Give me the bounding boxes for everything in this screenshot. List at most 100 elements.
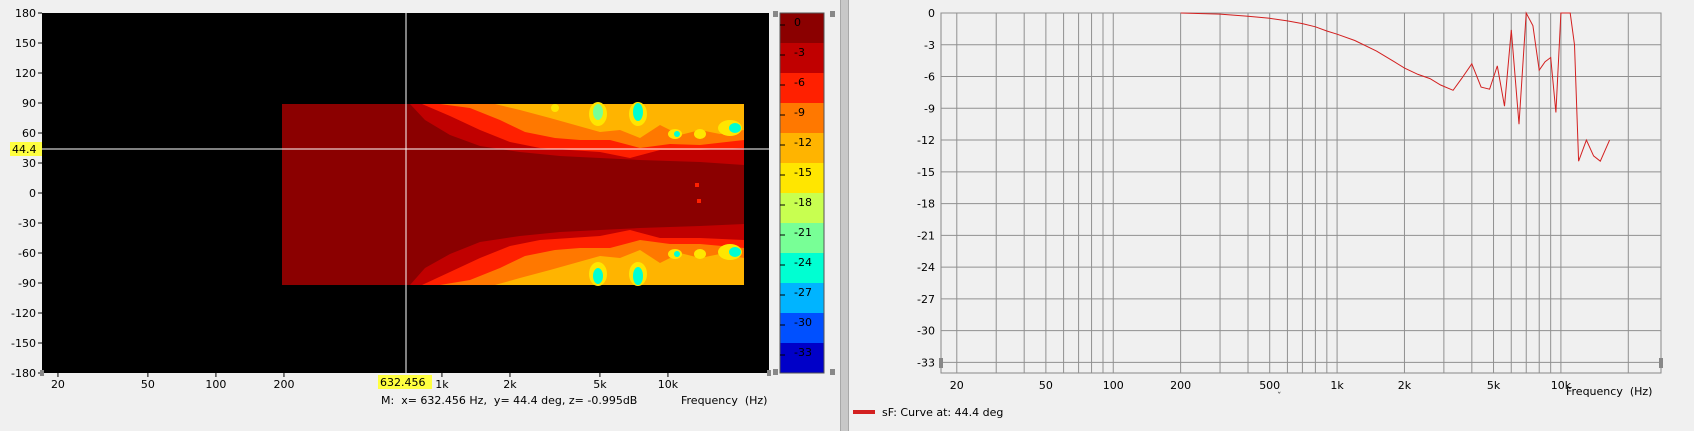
- heatmap-speck: [695, 183, 699, 187]
- y-tick-label: 0: [29, 187, 36, 200]
- marker-readout: M: x= 632.456 Hz, y= 44.4 deg, z= -0.995…: [381, 394, 638, 407]
- cursor-y-tag: [10, 142, 42, 156]
- y-tick-label: -15: [917, 166, 935, 179]
- colorbar-band: [780, 13, 824, 43]
- colorbar-band: [780, 253, 824, 283]
- y-tick-label: 180: [15, 7, 36, 20]
- y-tick-label: -9: [924, 102, 935, 115]
- response-curve[interactable]: [1180, 11, 1611, 162]
- x-tick-label: 5k: [593, 378, 607, 391]
- frequency-response-panel: 0 -3 -6 -9 -12 -15 -18 -21 -24 -27 -30 -33 20 50 100 2…: [849, 0, 1694, 431]
- colorbar-band: [780, 43, 824, 73]
- x-axis: 20 50 100 200 1k 2k 5k 10k: [51, 373, 679, 391]
- colorbar-band: [780, 223, 824, 253]
- y-tick-label: -30: [917, 325, 935, 338]
- x-tick-label: 1k: [1330, 379, 1344, 392]
- scroll-handle[interactable]: [830, 11, 835, 17]
- y-tick-label: -30: [18, 217, 36, 230]
- y-tick-label: -27: [917, 293, 935, 306]
- x-axis-title: Frequency (Hz): [681, 394, 768, 407]
- x-tick-label: 10k: [1551, 379, 1572, 392]
- x-tick-label: 100: [1103, 379, 1124, 392]
- y-tick-label: -90: [18, 277, 36, 290]
- cursor-y-value: 44.4: [12, 143, 37, 156]
- heatmap-spot: [593, 104, 603, 120]
- y-tick-label: -24: [917, 261, 935, 274]
- cursor-x-tag: [378, 375, 432, 389]
- heatmap-spot: [674, 131, 680, 137]
- x-tick-label: 2k: [1398, 379, 1412, 392]
- x-tick-label: 100: [205, 378, 226, 391]
- cursor-x-value: 632.456: [380, 376, 426, 389]
- colorbar-label: -21: [794, 226, 812, 239]
- heatmap-spot: [551, 104, 559, 112]
- plot-area[interactable]: [940, 12, 1662, 374]
- y-tick-label: -120: [11, 307, 36, 320]
- heatmap-layer: [282, 102, 744, 286]
- colorbar-label: -30: [794, 316, 812, 329]
- heatmap-spot: [674, 251, 680, 257]
- scroll-handle[interactable]: [773, 369, 778, 375]
- scroll-handle[interactable]: [830, 369, 835, 375]
- x-tick-label: 500: [1259, 379, 1280, 392]
- x-tick-label: 1k: [435, 378, 449, 391]
- x-tick-label: 20: [51, 378, 65, 391]
- y-tick-label: 0: [928, 7, 935, 20]
- y-tick-label: -180: [11, 367, 36, 380]
- x-axis: 20 50 100 200 500 1k 2k 5k 10k: [950, 379, 1572, 392]
- legend: sF: Curve at: 44.4 deg: [853, 404, 1003, 420]
- x-tick-label: 20: [950, 379, 964, 392]
- x-tick-label: 2k: [503, 378, 517, 391]
- scroll-handle[interactable]: [767, 370, 771, 376]
- y-tick-label: -12: [917, 134, 935, 147]
- heatmap-spot: [729, 247, 741, 257]
- colorbar-label: 0: [794, 16, 801, 29]
- y-tick-label: 150: [15, 37, 36, 50]
- y-tick-label: -33: [917, 356, 935, 369]
- polar-map-panel: 180 150 120 90 60 30 0 -30 -60 -90 -120 -150 -180 20…: [0, 0, 840, 431]
- y-axis: 180 150 120 90 60 30 0 -30 -60 -90 -120 -150 -180: [11, 7, 42, 380]
- y-tick-label: -21: [917, 229, 935, 242]
- heatmap-spot: [593, 268, 603, 284]
- y-tick-label: 90: [22, 97, 36, 110]
- y-tick-label: 120: [15, 67, 36, 80]
- heatmap-spot: [729, 123, 741, 133]
- colorbar-band: [780, 313, 824, 343]
- colorbar: 0 -3 -6 -9 -12 -15 -18 -21 -24 -27 -30 -33: [779, 12, 825, 374]
- scroll-handle[interactable]: [1659, 358, 1663, 368]
- scroll-handle[interactable]: [773, 11, 778, 17]
- colorbar-label: -33: [794, 346, 812, 359]
- colorbar-band: [780, 193, 824, 223]
- y-tick-label: 60: [22, 127, 36, 140]
- colorbar-band: [780, 283, 824, 313]
- frequency-response-chart[interactable]: 0-3-6-9-12-15-18-21-24-27-30-33 20 50 100 2…: [849, 0, 1694, 431]
- colorbar-label: -24: [794, 256, 812, 269]
- colorbar-band: [780, 73, 824, 103]
- y-axis: 0 -3 -6 -9 -12 -15 -18 -21 -24 -27 -30 -33: [917, 7, 935, 369]
- x-tick-label: 200: [273, 378, 294, 391]
- x-tick-label: 200: [1170, 379, 1191, 392]
- colorbar-label: -15: [794, 166, 812, 179]
- heatmap-spot: [633, 103, 643, 121]
- colorbar-band: [780, 133, 824, 163]
- colorbar-band: [780, 163, 824, 193]
- heatmap-spot: [633, 267, 643, 285]
- y-tick-label: -18: [917, 198, 935, 211]
- colorbar-label: -27: [794, 286, 812, 299]
- colorbar-band: [780, 103, 824, 133]
- panel-splitter[interactable]: [840, 0, 849, 431]
- grid: [941, 12, 1661, 373]
- scroll-handle[interactable]: [939, 358, 943, 368]
- colorbar-label: -3: [794, 46, 805, 59]
- heatmap-spot: [694, 129, 706, 139]
- y-tick-label: -3: [924, 39, 935, 52]
- x-tick-label: 5k: [1487, 379, 1501, 392]
- scroll-handle[interactable]: [40, 370, 44, 376]
- x-tick-label: 50: [141, 378, 155, 391]
- legend-label: sF: Curve at: 44.4 deg: [882, 405, 1004, 419]
- x-axis-title: Frequency (Hz): [1566, 385, 1653, 398]
- y-tick-label: -150: [11, 337, 36, 350]
- y-tick-label: 30: [22, 157, 36, 170]
- y-tick-label: -60: [18, 247, 36, 260]
